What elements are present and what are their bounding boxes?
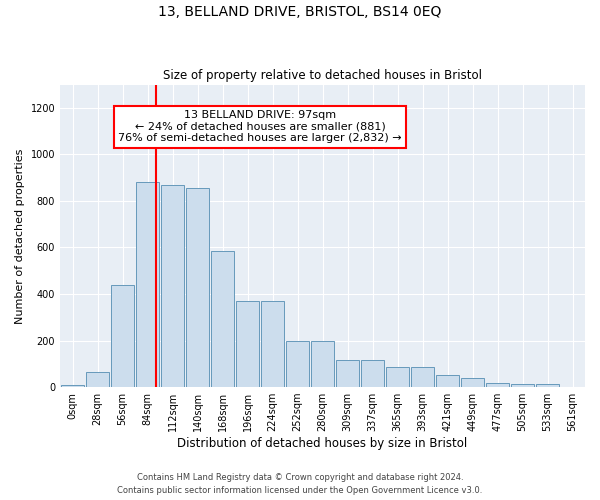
Bar [261,301,284,387]
Bar [86,372,109,387]
Bar [511,384,534,387]
Title: Size of property relative to detached houses in Bristol: Size of property relative to detached ho… [163,69,482,82]
Bar [186,188,209,387]
Bar [411,367,434,387]
Bar [486,383,509,387]
Bar [61,385,84,387]
Text: Contains HM Land Registry data © Crown copyright and database right 2024.
Contai: Contains HM Land Registry data © Crown c… [118,474,482,495]
Text: 13 BELLAND DRIVE: 97sqm
← 24% of detached houses are smaller (881)
76% of semi-d: 13 BELLAND DRIVE: 97sqm ← 24% of detache… [118,110,402,144]
Bar [461,378,484,387]
Bar [386,367,409,387]
Bar [311,340,334,387]
X-axis label: Distribution of detached houses by size in Bristol: Distribution of detached houses by size … [178,437,467,450]
Bar [136,182,159,387]
Bar [536,384,559,387]
Bar [211,251,234,387]
Bar [111,284,134,387]
Text: 13, BELLAND DRIVE, BRISTOL, BS14 0EQ: 13, BELLAND DRIVE, BRISTOL, BS14 0EQ [158,5,442,19]
Bar [286,340,309,387]
Bar [361,360,384,387]
Bar [161,184,184,387]
Bar [236,301,259,387]
Y-axis label: Number of detached properties: Number of detached properties [15,148,25,324]
Bar [436,376,459,387]
Bar [336,360,359,387]
